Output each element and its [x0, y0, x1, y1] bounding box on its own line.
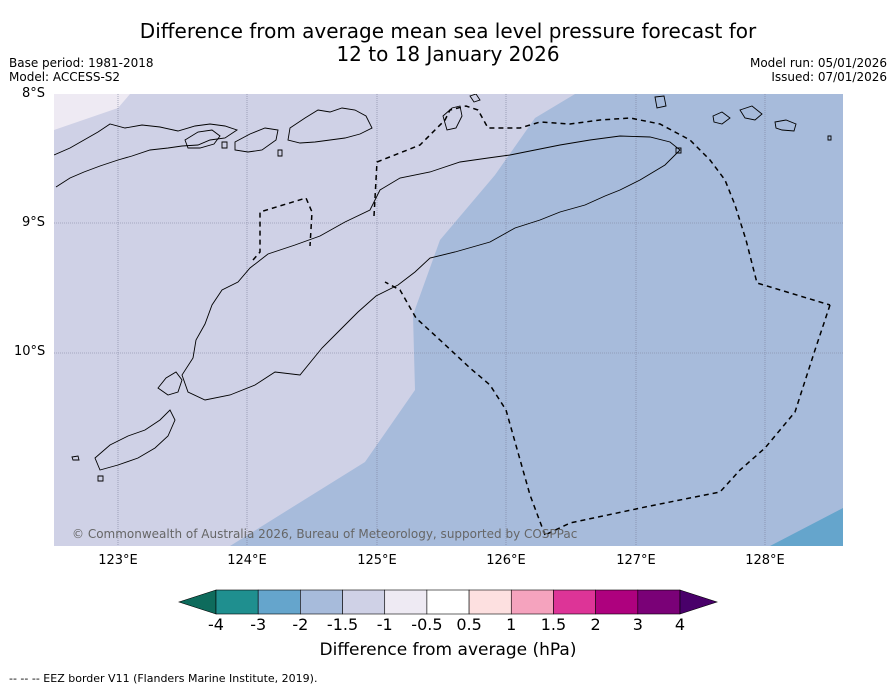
colorbar-tick-label: 0.5	[456, 615, 482, 634]
meta-right: Model run: 05/01/2026 Issued: 07/01/2026	[750, 56, 887, 84]
colorbar-tick-label: -1.5	[326, 615, 359, 634]
colorbar-swatch	[553, 589, 596, 615]
lon-label-127e: 127°E	[616, 553, 656, 568]
eez-northern-border	[373, 105, 831, 306]
lat-label-9s: 9°S	[22, 215, 46, 230]
colorbar-swatch	[257, 589, 301, 615]
semau-island	[157, 371, 183, 396]
field-band-minus3	[770, 508, 843, 546]
coastlines	[54, 94, 832, 482]
lon-label-125e: 125°E	[357, 553, 397, 568]
lon-label-123e: 123°E	[98, 553, 138, 568]
sermata-islet	[827, 135, 832, 141]
eez-oecusse-border	[252, 197, 313, 261]
colorbar-swatch	[468, 589, 512, 615]
graticule	[54, 94, 843, 546]
colorbar-swatch	[595, 589, 639, 615]
colorbar-over-arrow	[679, 589, 718, 615]
colorbar-swatch	[384, 589, 428, 615]
colorbar-tick-label: -1	[376, 615, 393, 634]
colorbar-swatch	[510, 589, 554, 615]
moa-island	[739, 105, 763, 121]
islet-1	[221, 141, 228, 149]
field-band-minus1	[54, 94, 130, 130]
field-band-minus2	[230, 94, 843, 546]
eez-legend-footer: -- -- -- EEZ border V11 (Flanders Marine…	[9, 672, 318, 685]
colorbar-swatch	[215, 589, 259, 615]
ndao-island	[71, 455, 80, 461]
islet-2	[277, 149, 283, 157]
colorbar-tick-label: 1	[506, 615, 517, 634]
colorbar-tick-label: -0.5	[411, 615, 443, 634]
colorbar-swatch	[342, 589, 386, 615]
colorbar-swatch	[300, 589, 343, 615]
colorbar-under-arrow	[178, 589, 217, 615]
colorbar-tick-label: -4	[208, 615, 224, 634]
lakor-island	[774, 119, 797, 132]
meta-left: Base period: 1981-2018 Model: ACCESS-S2	[9, 56, 154, 84]
model-run: Model run: 05/01/2026	[749, 56, 887, 70]
lat-label-10s: 10°S	[14, 344, 46, 359]
jaco-islet	[675, 147, 682, 154]
rote-island	[94, 409, 176, 471]
lon-label-124e: 124°E	[227, 553, 267, 568]
colorbar-swatch	[426, 589, 470, 615]
model-name: Model: ACCESS-S2	[9, 70, 121, 84]
copyright-notice: © Commonwealth of Australia 2026, Bureau…	[72, 527, 577, 541]
base-period: Base period: 1981-2018	[9, 56, 154, 70]
timor-island	[181, 135, 681, 401]
colorbar	[178, 589, 718, 615]
issued-date: Issued: 07/01/2026	[771, 70, 887, 84]
eez-western-border	[384, 281, 546, 536]
eez-southern-border	[544, 304, 831, 536]
colorbar-tick-label: 4	[674, 615, 686, 634]
pantar-island	[234, 127, 279, 153]
colorbar-tick-label: 1.5	[540, 615, 567, 634]
colorbar-tick-label: -2	[292, 615, 309, 634]
map-fields	[54, 94, 843, 546]
colorbar-tick-label: 3	[632, 615, 643, 634]
small-island-rote	[97, 475, 104, 482]
colorbar-tick-label: -3	[250, 615, 267, 634]
lon-label-128e: 128°E	[745, 553, 785, 568]
lat-label-8s: 8°S	[22, 86, 46, 101]
chart-title: Difference from average mean sea level p…	[0, 20, 896, 66]
eez-borders	[252, 105, 831, 536]
title-line-1: Difference from average mean sea level p…	[139, 19, 757, 43]
lon-label-126e: 126°E	[486, 553, 526, 568]
wetar-islet	[469, 94, 481, 103]
colorbar-swatch	[637, 589, 681, 615]
leti-island	[712, 111, 731, 125]
liran-islet	[654, 95, 667, 109]
alor-island	[287, 107, 373, 144]
colorbar-tick-label: 2	[590, 615, 601, 634]
colorbar-label: Difference from average (hPa)	[319, 640, 577, 660]
atauro-island	[442, 105, 463, 131]
lomblen-island	[184, 129, 221, 149]
title-line-2: 12 to 18 January 2026	[336, 42, 560, 66]
flores-coast	[54, 123, 239, 188]
